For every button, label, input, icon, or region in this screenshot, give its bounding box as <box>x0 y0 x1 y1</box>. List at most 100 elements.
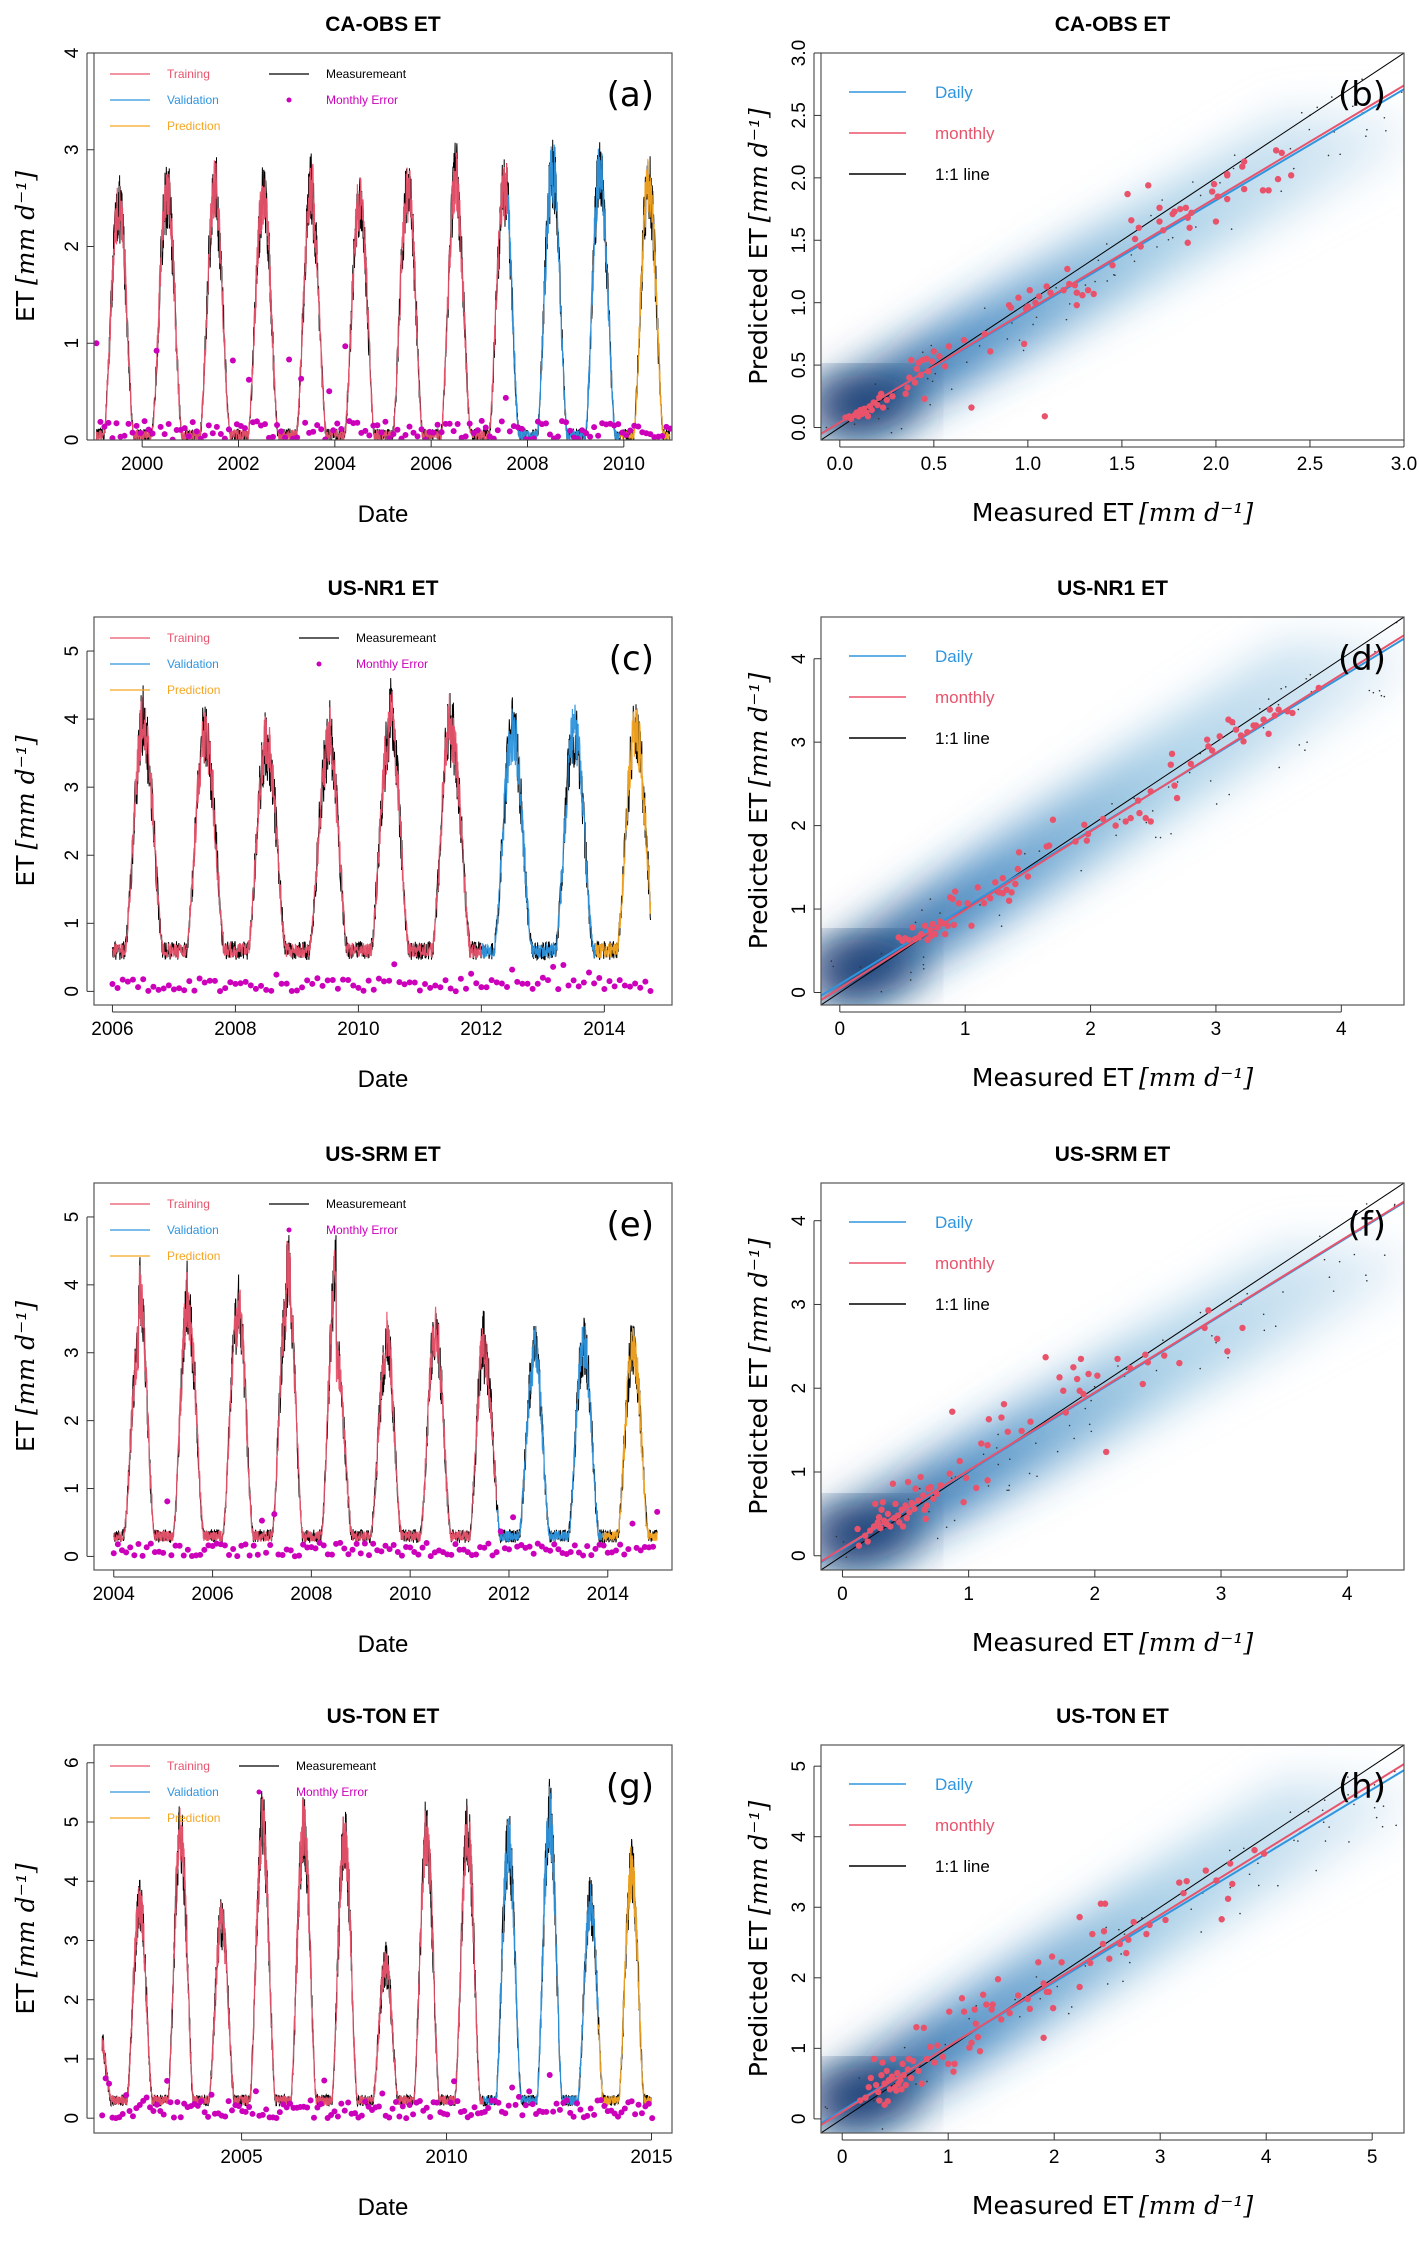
y-tick-label: 2 <box>62 1415 83 1426</box>
monthly-error-point <box>206 977 213 984</box>
monthly-error-point <box>466 420 473 427</box>
monthly-error-point <box>378 429 385 436</box>
monthly-error-point <box>360 987 367 994</box>
monthly-error-point <box>438 429 445 436</box>
outlier-dot <box>1347 1776 1349 1778</box>
outlier-dot <box>1227 1356 1229 1359</box>
monthly-error-point <box>184 1546 191 1553</box>
outlier-dot <box>825 426 828 429</box>
monthly-point <box>944 922 951 929</box>
outlier-dot <box>1331 96 1333 98</box>
monthly-point <box>933 1490 941 1497</box>
outlier-dot <box>1395 1824 1397 1827</box>
outlier-dot <box>1167 238 1170 241</box>
monthly-error-point <box>338 2100 345 2107</box>
panel-tag: (b) <box>1338 75 1386 115</box>
monthly-error-point <box>252 2088 259 2095</box>
monthly-error-point <box>334 2113 341 2120</box>
x-tick-label: 2008 <box>290 1584 332 1605</box>
monthly-error-point <box>410 2111 417 2118</box>
x-tick-label: 2008 <box>506 454 548 475</box>
outlier-dot <box>1297 1840 1299 1842</box>
monthly-error-point <box>446 420 453 427</box>
monthly-error-point <box>126 2107 133 2114</box>
monthly-error-point <box>462 433 469 440</box>
monthly-point <box>878 2071 885 2079</box>
monthly-error-point <box>186 978 193 985</box>
monthly-point <box>881 2080 888 2087</box>
monthly-error-point <box>354 419 361 426</box>
outlier-dot <box>865 1579 867 1581</box>
monthly-error-point <box>591 2111 598 2118</box>
monthly-point <box>884 2098 891 2105</box>
monthly-point <box>929 920 936 928</box>
outlier-dot <box>1141 1917 1143 1919</box>
monthly-error-point <box>577 2106 584 2113</box>
monthly-point <box>931 930 939 938</box>
y-axis-label: ET [mm d⁻¹] <box>11 171 40 322</box>
monthly-error-point <box>139 1552 146 1559</box>
monthly-error-point <box>447 985 454 992</box>
monthly-point <box>1183 1877 1190 1885</box>
outlier-dot <box>1167 786 1170 788</box>
monthly-point <box>1203 736 1211 743</box>
monthly-error-point <box>416 2097 423 2104</box>
monthly-error-point <box>394 426 401 433</box>
monthly-point <box>1130 1918 1137 1926</box>
monthly-error-point <box>160 1549 167 1556</box>
monthly-point <box>974 2033 982 2041</box>
monthly-point <box>934 2042 941 2049</box>
monthly-point <box>1043 283 1050 290</box>
monthly-error-point <box>340 976 347 983</box>
outlier-dot <box>1277 1884 1279 1887</box>
monthly-error-point <box>488 977 495 984</box>
monthly-error-point <box>196 975 203 982</box>
monthly-point <box>1232 726 1240 733</box>
monthly-point <box>950 2068 957 2075</box>
outlier-dot <box>1232 167 1235 170</box>
monthly-error-point <box>654 1508 661 1515</box>
monthly-error-point <box>169 436 176 440</box>
legend: Training Validation Prediction Measuremeant… <box>110 631 437 697</box>
one-to-one-line <box>821 1183 1404 1570</box>
x-tick-label: 1 <box>960 1019 971 1040</box>
outlier-dot <box>1289 147 1292 150</box>
monthly-error-point <box>442 977 449 984</box>
outlier-dot <box>1011 322 1013 324</box>
validation-line <box>483 1786 599 2107</box>
outlier-dot <box>1008 1489 1010 1491</box>
legend-label: Monthly Error <box>296 1785 368 1799</box>
outlier-dot <box>1088 1423 1091 1426</box>
monthly-point <box>1035 293 1043 300</box>
monthly-error-point <box>473 980 480 987</box>
monthly-error-point <box>529 985 536 992</box>
monthly-point <box>894 1512 902 1519</box>
monthly-error-point <box>193 428 200 435</box>
outlier-dot <box>1375 1816 1378 1819</box>
monthly-error-point <box>242 1541 249 1548</box>
plot-area <box>94 139 672 440</box>
panel-tag: (a) <box>607 75 654 115</box>
validation-line <box>480 704 596 960</box>
monthly-error-point <box>378 1548 385 1555</box>
monthly-error-point <box>320 1542 327 1549</box>
monthly-error-point <box>601 2103 608 2110</box>
monthly-error-point <box>349 1546 356 1553</box>
monthly-point <box>857 2097 864 2104</box>
outlier-dot <box>1243 1847 1245 1850</box>
monthly-error-point <box>331 2108 338 2115</box>
outlier-dot <box>997 1433 999 1436</box>
outlier-dot <box>975 2005 978 2007</box>
monthly-error-point <box>544 977 551 984</box>
outlier-dot <box>1239 1912 1241 1915</box>
monthly-point <box>1180 1889 1187 1897</box>
monthly-point <box>1251 1846 1258 1854</box>
monthly-error-point <box>450 428 457 435</box>
x-axis-label-text: Measured ET <box>972 1063 1134 1092</box>
monthly-point <box>1070 1364 1077 1371</box>
monthly-error-point <box>237 980 244 987</box>
outlier-dot <box>1028 1472 1031 1475</box>
x-tick-label: 2015 <box>630 2147 672 2168</box>
monthly-error-point <box>235 2103 242 2110</box>
monthly-point <box>1045 842 1053 849</box>
